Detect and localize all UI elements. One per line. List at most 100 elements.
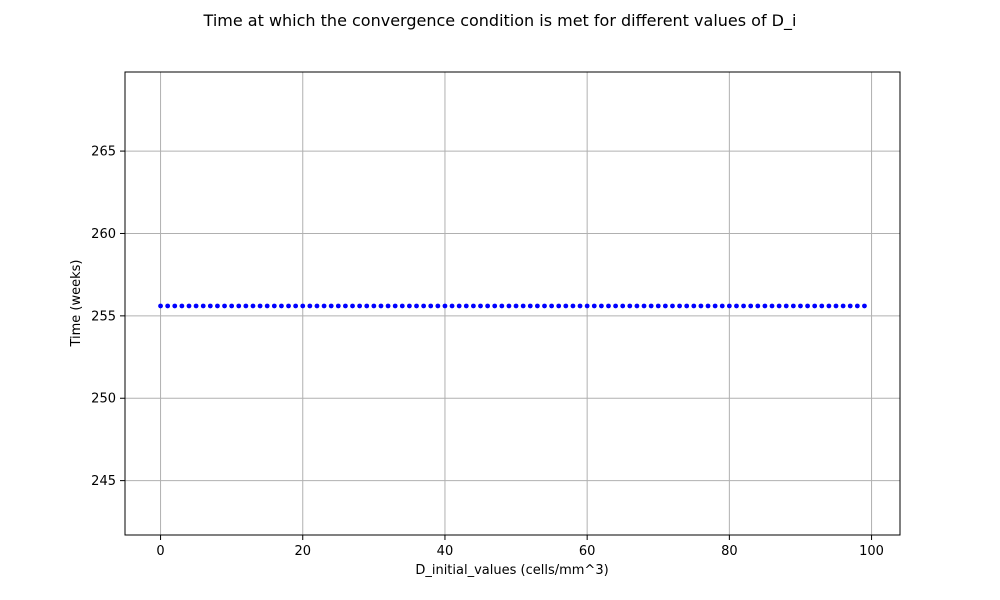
data-point	[407, 303, 412, 309]
data-point	[456, 303, 462, 309]
data-point	[328, 303, 334, 309]
data-point	[826, 303, 832, 309]
data-point	[250, 303, 256, 309]
data-point	[186, 303, 192, 309]
data-point	[542, 303, 547, 309]
data-point	[677, 303, 682, 309]
data-point	[840, 303, 846, 309]
y-tick-label: 265	[91, 145, 116, 160]
data-point	[478, 303, 483, 309]
data-point	[769, 303, 775, 309]
data-point	[357, 303, 363, 309]
data-point	[193, 303, 199, 309]
data-point	[314, 303, 320, 309]
data-point	[670, 303, 675, 309]
data-point	[698, 303, 704, 309]
data-point	[577, 303, 583, 309]
data-point	[236, 303, 242, 309]
data-point	[634, 303, 640, 309]
data-point	[257, 303, 263, 309]
data-point	[350, 303, 355, 309]
data-point	[783, 303, 789, 309]
data-point	[833, 303, 839, 309]
data-point	[392, 303, 398, 309]
data-point	[321, 303, 327, 309]
data-point	[279, 303, 284, 309]
data-point	[662, 303, 668, 309]
data-point	[648, 303, 654, 309]
data-point	[421, 303, 427, 309]
data-point	[364, 303, 370, 309]
data-point	[591, 303, 597, 309]
y-tick-label: 260	[91, 227, 116, 242]
data-point	[549, 303, 555, 309]
x-tick-label: 40	[437, 544, 454, 559]
data-point	[734, 303, 739, 309]
data-point	[286, 303, 291, 309]
data-point	[492, 303, 498, 309]
data-point	[598, 303, 604, 309]
data-point	[862, 303, 867, 309]
x-tick-label: 20	[294, 544, 311, 559]
data-point	[335, 303, 341, 309]
data-point	[513, 303, 519, 309]
data-point	[442, 303, 448, 309]
data-point	[798, 303, 803, 309]
data-point	[705, 303, 711, 309]
data-point	[470, 303, 476, 309]
data-point	[719, 303, 725, 309]
data-point	[556, 303, 562, 309]
data-point	[563, 303, 569, 309]
y-axis-label: Time (weeks)	[69, 259, 84, 347]
data-point	[854, 303, 860, 309]
x-tick-label: 0	[156, 544, 164, 559]
data-point	[385, 303, 391, 309]
data-point	[165, 303, 171, 309]
data-point	[520, 303, 526, 309]
data-point	[819, 303, 825, 309]
data-point	[762, 303, 768, 309]
data-point	[215, 303, 220, 309]
data-point	[684, 303, 690, 309]
data-point	[207, 303, 213, 309]
data-point	[172, 303, 178, 309]
data-point	[399, 303, 405, 309]
data-point	[463, 303, 469, 309]
y-tick-label: 245	[91, 474, 116, 489]
data-point	[741, 303, 746, 309]
grid-lines	[125, 72, 900, 535]
data-point	[805, 303, 810, 309]
data-point	[229, 303, 235, 309]
data-point	[570, 303, 576, 309]
data-point	[307, 303, 313, 309]
data-point	[428, 303, 434, 309]
data-point	[378, 303, 384, 309]
y-tick-label: 255	[91, 309, 116, 324]
data-point	[847, 303, 853, 309]
data-point	[264, 303, 270, 309]
data-point	[449, 303, 455, 309]
data-point	[755, 303, 761, 309]
data-point	[300, 303, 306, 309]
data-point	[485, 303, 491, 309]
data-point	[641, 303, 647, 309]
data-point	[776, 303, 782, 309]
data-point	[179, 303, 185, 309]
x-tick-label: 60	[579, 544, 596, 559]
data-point	[748, 303, 754, 309]
data-point	[627, 303, 633, 309]
data-point	[435, 303, 441, 309]
data-point	[712, 303, 718, 309]
data-point	[790, 303, 796, 309]
y-tick-label: 250	[91, 392, 116, 407]
data-point	[606, 303, 611, 309]
data-point	[158, 303, 163, 309]
data-point	[726, 303, 732, 309]
x-tick-label: 80	[721, 544, 738, 559]
plot-area-frame	[124, 71, 901, 536]
data-point	[371, 303, 377, 309]
data-point	[243, 303, 249, 309]
x-tick-label: 100	[859, 544, 884, 559]
